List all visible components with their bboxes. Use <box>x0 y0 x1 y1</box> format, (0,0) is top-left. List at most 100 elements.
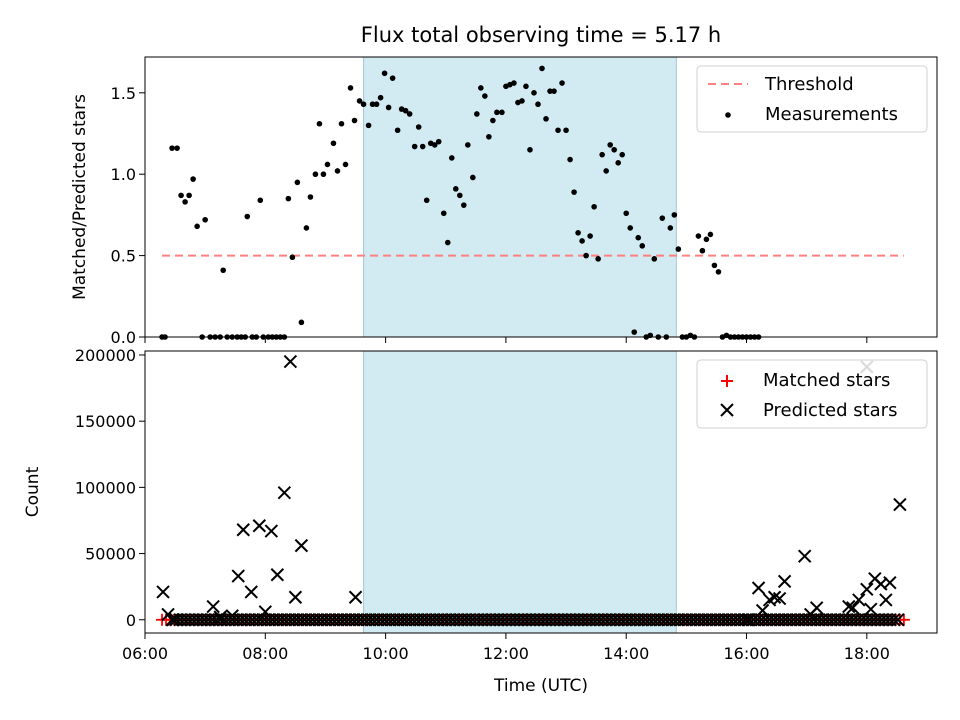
measurement-point <box>531 90 537 96</box>
bottom-y-tick-label: 100000 <box>75 478 136 497</box>
legend-matched-swatch <box>721 375 733 387</box>
measurement-point <box>174 145 180 151</box>
measurement-point <box>591 203 597 210</box>
measurement-point <box>431 142 438 148</box>
measurement-point <box>298 319 305 326</box>
measurement-point <box>202 216 208 223</box>
measurement-point <box>402 107 409 114</box>
predicted-stars-points <box>156 354 907 627</box>
legend-measurements-label: Measurements <box>765 104 898 125</box>
measurement-point <box>482 93 488 99</box>
predicted-star-point <box>864 602 878 616</box>
measurement-point <box>415 124 422 130</box>
measurement-point <box>406 111 413 117</box>
measurement-point <box>615 160 621 166</box>
measurement-point <box>389 75 396 81</box>
predicted-star-point <box>809 601 824 615</box>
predicted-star-point <box>860 582 874 597</box>
measurement-point <box>307 194 314 200</box>
measurement-point <box>435 138 442 145</box>
predicted-star-point <box>846 601 860 615</box>
measurement-point <box>316 120 323 127</box>
bottom-y-tick-label: 150000 <box>75 412 136 431</box>
predicted-star-point <box>166 613 180 627</box>
measurement-point <box>695 233 702 239</box>
measurement-point <box>294 179 301 186</box>
measurement-point <box>535 101 541 108</box>
measurement-point <box>551 88 557 94</box>
measurement-point <box>423 197 430 204</box>
measurement-point <box>338 120 345 127</box>
measurement-point <box>394 127 401 134</box>
measurement-point <box>675 246 682 252</box>
measurement-point <box>169 145 175 151</box>
measurement-point <box>575 230 581 236</box>
top-y-ticks: 0.0 0.5 1.0 1.5 <box>111 84 145 347</box>
measurement-point <box>334 168 341 174</box>
measurement-point <box>639 243 646 249</box>
top-legend-box <box>696 65 928 133</box>
bottom-y-tick-label: 0 <box>126 611 136 630</box>
predicted-star-point <box>277 485 292 500</box>
measurement-point <box>599 151 605 158</box>
measurement-point <box>419 143 426 150</box>
measurement-point <box>303 225 310 231</box>
predicted-star-point <box>213 610 227 624</box>
predicted-star-point <box>772 591 787 606</box>
measurement-point <box>220 267 226 274</box>
measurement-point <box>356 98 363 104</box>
predicted-star-point <box>270 568 285 582</box>
measurement-point <box>651 256 658 262</box>
measurement-point <box>607 142 613 148</box>
predicted-star-point <box>893 497 907 512</box>
bottom-plot-frame <box>144 350 938 634</box>
measurement-point <box>194 223 200 230</box>
top-y-tick-label: 0.5 <box>111 247 136 266</box>
measurement-point <box>619 151 626 158</box>
measurement-point <box>351 117 358 124</box>
predicted-star-point <box>258 605 273 619</box>
measurement-point <box>635 234 642 241</box>
bottom-legend-box <box>696 359 928 429</box>
bottom-y-tick-label: 200000 <box>75 346 136 365</box>
measurement-point <box>543 116 549 122</box>
legend-predicted-label: Predicted stars <box>763 400 897 421</box>
top-y-tick-label: 1.0 <box>111 165 136 184</box>
chart-title: Flux total observing time = 5.17 h <box>361 23 721 47</box>
bottom-legend: Matched stars Predicted stars <box>696 359 928 429</box>
predicted-star-point <box>767 590 782 604</box>
measurement-point <box>671 212 678 218</box>
bottom-x-ticks: 06:00 08:00 10:00 12:00 14:00 16:00 18:00 <box>122 633 890 663</box>
matched-star-point <box>897 613 910 626</box>
measurement-point <box>324 161 331 168</box>
measurement-point <box>511 80 517 86</box>
measurement-point <box>567 156 573 163</box>
measurement-point <box>465 142 471 148</box>
top-y-axis-label: Matched/Predicted stars <box>70 94 90 300</box>
measurement-point <box>703 236 710 243</box>
measurement-point <box>547 88 553 94</box>
bottom-y-ticks: 0 50000 100000 150000 200000 <box>75 346 145 630</box>
measurement-point <box>587 233 593 239</box>
measurement-point <box>631 329 638 335</box>
measurement-point <box>571 189 577 195</box>
measurement-point <box>312 171 319 178</box>
measurement-point <box>519 98 525 104</box>
predicted-star-point <box>225 609 239 623</box>
matched-stars-points <box>156 613 910 626</box>
predicted-star-point <box>797 549 812 563</box>
predicted-star-point <box>206 599 220 614</box>
bottom-panel: 0 50000 100000 150000 200000 06:00 08:00 10:00… <box>23 346 938 696</box>
measurement-point <box>456 192 463 199</box>
top-x-tick-marks <box>144 337 868 343</box>
predicted-star-point <box>891 613 905 627</box>
measurement-point <box>579 238 585 244</box>
measurement-point <box>190 176 196 182</box>
measurement-point <box>667 225 674 231</box>
predicted-star-point <box>852 593 866 607</box>
measurement-point <box>381 70 388 77</box>
measurement-point <box>523 83 529 90</box>
bottom-x-tick-label: 08:00 <box>242 644 288 663</box>
legend-matched-label: Matched stars <box>763 370 890 391</box>
measurement-point <box>707 231 714 238</box>
